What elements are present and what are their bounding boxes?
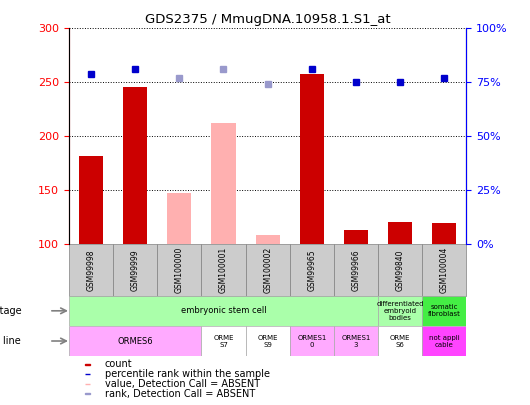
- Text: count: count: [105, 359, 132, 369]
- Text: rank, Detection Call = ABSENT: rank, Detection Call = ABSENT: [105, 389, 255, 399]
- Bar: [69, 326, 201, 356]
- Bar: [290, 244, 334, 296]
- Bar: [201, 244, 245, 296]
- Bar: [422, 244, 466, 296]
- Title: GDS2375 / MmugDNA.10958.1.S1_at: GDS2375 / MmugDNA.10958.1.S1_at: [145, 13, 391, 26]
- Text: percentile rank within the sample: percentile rank within the sample: [105, 369, 270, 379]
- Text: not appli
cable: not appli cable: [429, 335, 460, 347]
- Text: ORME
S7: ORME S7: [213, 335, 234, 347]
- Text: differentiated
embryoid
bodies: differentiated embryoid bodies: [376, 301, 424, 321]
- Bar: [255, 235, 280, 244]
- Text: GSM100004: GSM100004: [440, 247, 449, 293]
- Text: GSM99966: GSM99966: [351, 249, 360, 291]
- Text: embryonic stem cell: embryonic stem cell: [181, 306, 266, 315]
- Bar: [69, 296, 378, 326]
- Bar: [201, 326, 245, 356]
- Bar: [113, 244, 157, 296]
- Bar: [299, 74, 324, 244]
- Bar: [378, 296, 422, 326]
- Text: development stage: development stage: [0, 306, 21, 316]
- Bar: [422, 326, 466, 356]
- Text: ORME
S9: ORME S9: [258, 335, 278, 347]
- Text: ORMES1
3: ORMES1 3: [341, 335, 370, 347]
- Text: value, Detection Call = ABSENT: value, Detection Call = ABSENT: [105, 379, 260, 389]
- Text: GSM100000: GSM100000: [175, 247, 184, 293]
- Text: ORME
S6: ORME S6: [390, 335, 410, 347]
- Text: GSM99998: GSM99998: [86, 249, 95, 291]
- Bar: [334, 244, 378, 296]
- Bar: [432, 224, 456, 244]
- Bar: [79, 156, 103, 244]
- Bar: [245, 244, 290, 296]
- Text: GSM99999: GSM99999: [131, 249, 139, 291]
- Bar: [344, 230, 368, 244]
- Text: GSM100002: GSM100002: [263, 247, 272, 293]
- Text: GSM100001: GSM100001: [219, 247, 228, 293]
- Bar: [69, 244, 113, 296]
- Bar: [290, 326, 334, 356]
- Text: ORMES6: ORMES6: [117, 337, 153, 345]
- Text: GSM99965: GSM99965: [307, 249, 316, 291]
- Bar: [378, 244, 422, 296]
- Bar: [157, 244, 201, 296]
- Bar: [388, 222, 412, 244]
- Bar: [378, 326, 422, 356]
- Text: somatic
fibroblast: somatic fibroblast: [428, 304, 461, 318]
- Bar: [123, 87, 147, 244]
- Bar: [422, 296, 466, 326]
- Bar: [167, 193, 191, 244]
- Bar: [85, 393, 90, 394]
- Bar: [85, 374, 90, 375]
- Text: ORMES1
0: ORMES1 0: [297, 335, 326, 347]
- Bar: [245, 326, 290, 356]
- Text: GSM99840: GSM99840: [396, 249, 404, 291]
- Bar: [334, 326, 378, 356]
- Text: cell line: cell line: [0, 336, 21, 346]
- Bar: [211, 123, 236, 244]
